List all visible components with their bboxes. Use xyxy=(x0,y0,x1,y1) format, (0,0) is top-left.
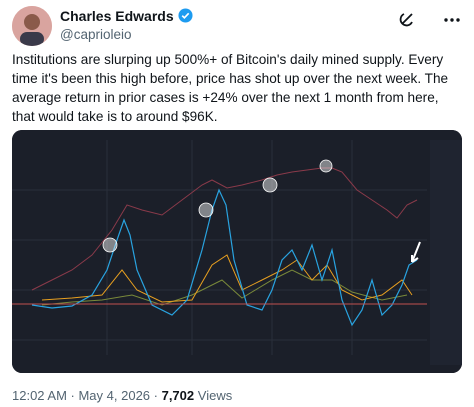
avatar-image xyxy=(12,6,52,46)
tweet-text: Institutions are slurping up 500%+ of Bi… xyxy=(12,52,449,124)
chart-image xyxy=(12,130,462,373)
header-icons xyxy=(399,13,460,27)
avatar[interactable] xyxy=(12,6,52,46)
author-name-text[interactable]: Charles Edwards xyxy=(60,8,174,24)
timestamp[interactable]: 12:02 AM · May 4, 2026 · xyxy=(12,388,158,403)
author-handle[interactable]: @caprioleio xyxy=(60,27,132,42)
tweet-footer: 12:02 AM · May 4, 2026 · 7,702 Views xyxy=(12,388,232,403)
verified-badge xyxy=(177,8,193,23)
tweet-media[interactable] xyxy=(12,130,462,373)
views-label: Views xyxy=(197,388,233,403)
more-icon[interactable] xyxy=(444,18,460,22)
grok-icon[interactable] xyxy=(399,13,413,27)
view-count: 7,702 xyxy=(161,388,195,403)
author-name[interactable]: Charles Edwards xyxy=(60,8,193,24)
